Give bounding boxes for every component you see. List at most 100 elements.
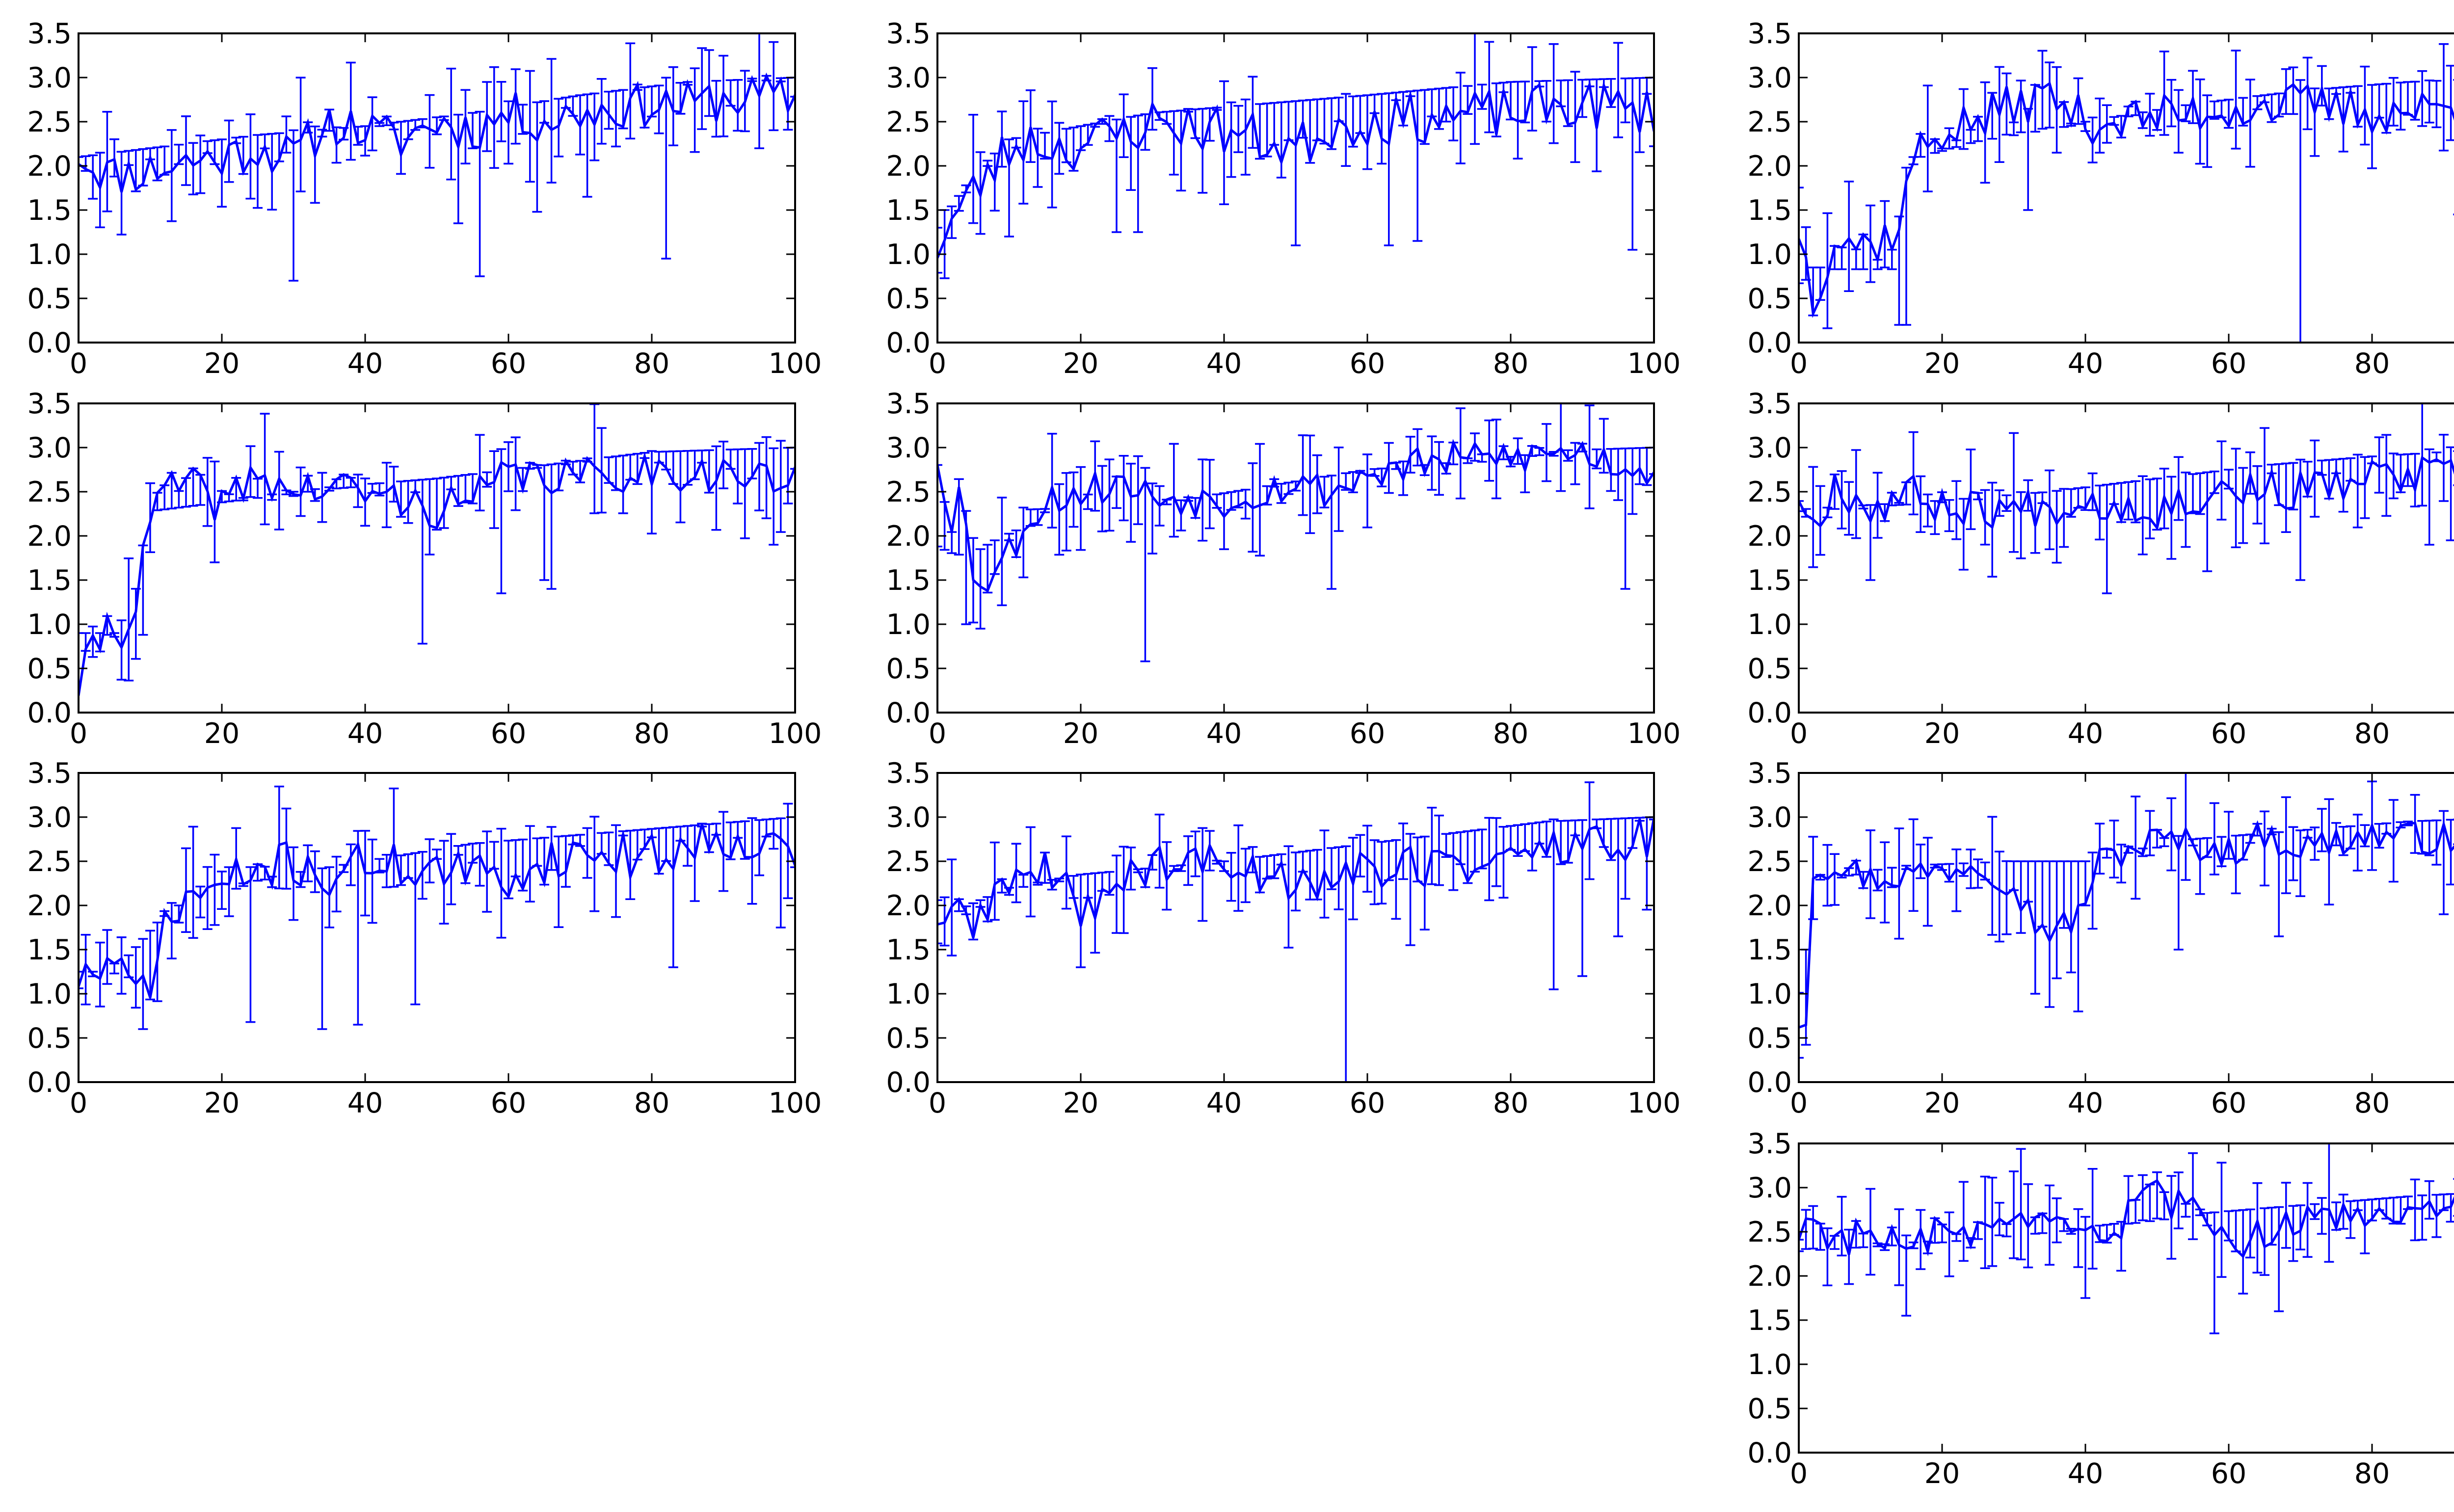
errorbar (1822, 212, 1833, 329)
series-line (79, 451, 795, 696)
axes-frame (936, 32, 1655, 344)
errorbar (1799, 992, 1804, 1059)
errorbar (195, 134, 206, 194)
x-tick-label: 100 (1627, 347, 1681, 380)
x-tick-label: 20 (1924, 717, 1960, 750)
errorbar (2195, 79, 2205, 165)
y-tick-label: 0.0 (27, 1066, 72, 1099)
errorbar (2009, 1170, 2019, 1259)
errorbar (1068, 471, 1079, 528)
y-tick-label: 3.0 (27, 62, 72, 94)
errorbar (1047, 433, 1057, 529)
series-line (1799, 81, 2454, 318)
errorbar (589, 816, 600, 912)
errorbar (1119, 93, 1129, 159)
errorbar (367, 838, 377, 924)
errorbar (2374, 436, 2384, 494)
errorbar (460, 89, 471, 164)
errorbar (611, 90, 621, 148)
y-tick-label: 2.5 (1747, 476, 1792, 508)
errorbar (2245, 1208, 2255, 1259)
errorbar (1951, 849, 1962, 912)
errorbar (1126, 463, 1136, 543)
errorbar (2295, 79, 2305, 343)
errorbar (532, 101, 542, 213)
errorbar (289, 129, 298, 282)
errorbar (1844, 481, 1854, 536)
errorbar (2431, 819, 2442, 866)
errorbar (937, 899, 942, 945)
y-tick-label: 2.5 (27, 106, 72, 138)
x-tick-label: 20 (204, 347, 240, 380)
y-tick-label: 0.0 (1747, 1066, 1792, 1099)
errorbar (224, 119, 234, 183)
y-tick-label: 2.0 (886, 150, 931, 183)
y-tick-label: 3.0 (886, 432, 931, 464)
y-tick-label: 1.0 (1747, 239, 1792, 271)
y-tick-label: 2.5 (886, 106, 931, 138)
errorbar (1133, 114, 1143, 233)
x-tick-label: 40 (1206, 717, 1242, 750)
x-tick-label: 80 (2354, 1458, 2390, 1490)
x-tick-label: 40 (1206, 1087, 1242, 1119)
y-tick-label: 1.5 (1747, 934, 1792, 966)
errorbar (754, 442, 764, 511)
errorbar (1240, 98, 1251, 176)
errorbar (2310, 439, 2320, 518)
x-tick-label: 40 (2068, 347, 2104, 380)
y-tick-label: 3.5 (1747, 757, 1792, 790)
y-tick-label: 3.0 (1747, 62, 1792, 94)
y-tick-label: 3.0 (886, 801, 931, 834)
y-tick-label: 1.0 (1747, 609, 1792, 641)
errorbar (1025, 89, 1036, 163)
x-tick-label: 80 (634, 1087, 670, 1119)
errorbar (2045, 1184, 2054, 1266)
errorbar (2016, 491, 2026, 559)
x-tick-label: 100 (769, 717, 822, 750)
errorbar (2439, 43, 2449, 152)
errorbar (1491, 817, 1501, 887)
y-tick-label: 2.0 (1747, 150, 1792, 183)
x-tick-label: 0 (70, 1087, 87, 1119)
errorbar (1384, 442, 1394, 494)
errorbar (1513, 824, 1523, 857)
y-tick-label: 2.5 (1747, 1216, 1792, 1248)
errorbar (116, 151, 127, 236)
errorbar (1866, 504, 1875, 581)
x-tick-label: 0 (70, 717, 87, 750)
errorbar (224, 866, 234, 917)
y-tick-label: 0.5 (886, 653, 931, 685)
x-tick-label: 80 (2354, 1087, 2390, 1119)
errorbar (1047, 100, 1057, 209)
errorbar (510, 436, 521, 511)
errorbar (181, 847, 191, 933)
errorbar (1126, 847, 1136, 891)
errorbar (210, 853, 220, 926)
axes-frame (936, 772, 1655, 1083)
y-tick-label: 2.5 (27, 846, 72, 878)
errorbar (410, 852, 421, 1006)
y-tick-label: 2.0 (886, 520, 931, 553)
errorbar (2037, 50, 2048, 130)
subplot-grid: 0 20 40 60 80 100 0.0 0.5 1.0 1.5 2.0 2.5 3.0 3.5 0 20 4… (27, 18, 2454, 1490)
errorbar (2252, 465, 2263, 525)
errorbar (131, 149, 141, 192)
errorbar (1484, 41, 1494, 133)
y-tick-label: 1.5 (886, 564, 931, 597)
errorbar (2274, 1206, 2284, 1312)
errorbar (997, 497, 1007, 607)
errorbar (1176, 109, 1186, 192)
x-tick-label: 0 (929, 1087, 946, 1119)
errorbar (2102, 483, 2112, 594)
errorbar (1894, 1208, 1904, 1286)
errorbar (353, 474, 363, 508)
errorbar (2066, 488, 2076, 518)
y-tick-label: 3.5 (886, 757, 931, 790)
errorbar (747, 817, 757, 905)
errorbar (1527, 46, 1537, 132)
errorbar (1255, 443, 1265, 557)
errorbar (1987, 1176, 1998, 1267)
x-tick-label: 0 (1790, 717, 1808, 750)
errorbar (80, 934, 91, 1006)
series-line (79, 823, 795, 998)
